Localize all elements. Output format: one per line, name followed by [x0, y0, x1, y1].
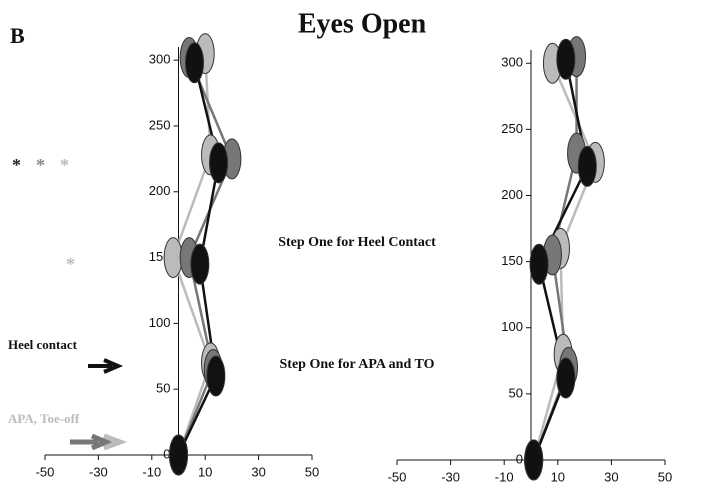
y-tick-label: 150: [501, 253, 523, 268]
y-tick-label: 100: [501, 319, 523, 334]
annotation: Step One for Heel Contact: [278, 235, 436, 250]
footprint: [186, 43, 204, 83]
y-tick-label: 100: [149, 315, 171, 330]
y-tick-label: 200: [501, 187, 523, 202]
footprint: [530, 244, 548, 284]
y-tick-label: 250: [149, 117, 171, 132]
x-tick-label: 10: [198, 464, 212, 479]
title: Eyes Open: [298, 8, 427, 39]
annotation: APA, Toe-off: [8, 411, 80, 426]
asterisk: *: [12, 155, 21, 175]
asterisk: *: [66, 254, 75, 274]
x-tick-label: 50: [658, 469, 672, 484]
y-tick-label: 250: [501, 121, 523, 136]
footprint: [210, 143, 228, 183]
footprint: [191, 244, 209, 284]
y-tick-label: 300: [501, 55, 523, 70]
x-tick-label: -50: [388, 469, 407, 484]
footprint: [578, 146, 596, 186]
y-tick-label: 200: [149, 183, 171, 198]
x-tick-label: -30: [441, 469, 460, 484]
asterisk: *: [36, 155, 45, 175]
annotation: Heel contact: [8, 337, 78, 352]
x-tick-label: 30: [604, 469, 618, 484]
annotation: Step One for APA and TO: [280, 357, 435, 372]
footprint: [557, 39, 575, 79]
y-tick-label: 50: [156, 381, 170, 396]
footprint: [170, 435, 188, 475]
footprint: [164, 238, 182, 278]
footprint: [557, 358, 575, 398]
panel-label: B: [10, 23, 25, 48]
x-tick-label: 10: [551, 469, 565, 484]
figure: Eyes Open B * * * * Step One for Heel Co…: [0, 0, 704, 493]
x-tick-label: -30: [89, 464, 108, 479]
arrow: [70, 436, 106, 448]
footprint: [207, 356, 225, 396]
x-tick-label: 50: [305, 464, 319, 479]
arrow: [88, 360, 118, 372]
x-tick-label: -10: [495, 469, 514, 484]
y-tick-label: 50: [509, 385, 523, 400]
y-tick-label: 300: [149, 52, 171, 67]
y-tick-label: 0: [516, 451, 523, 466]
asterisk: *: [60, 155, 69, 175]
x-tick-label: -50: [36, 464, 55, 479]
x-tick-label: -10: [142, 464, 161, 479]
footprint: [525, 440, 543, 480]
x-tick-label: 30: [251, 464, 265, 479]
